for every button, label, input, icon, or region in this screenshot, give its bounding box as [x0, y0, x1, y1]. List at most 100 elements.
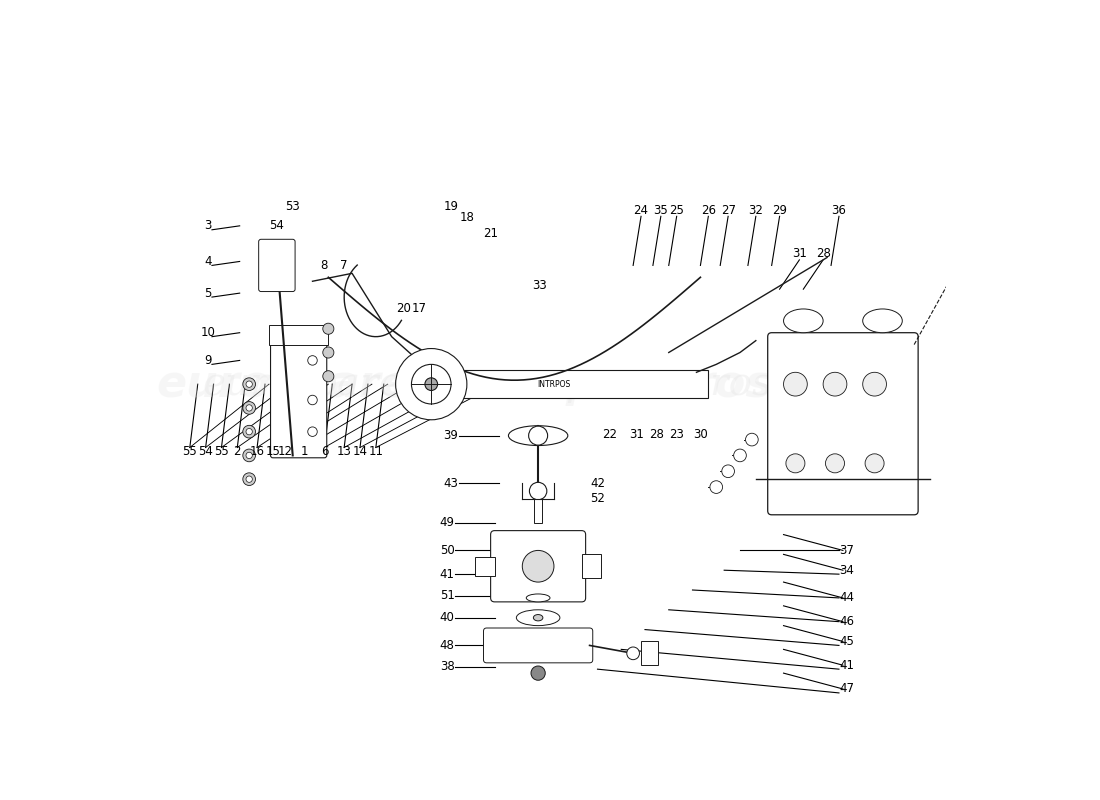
- Circle shape: [531, 666, 546, 680]
- Text: 11: 11: [368, 445, 383, 458]
- Text: 51: 51: [440, 589, 454, 602]
- FancyBboxPatch shape: [768, 333, 918, 514]
- Ellipse shape: [534, 614, 543, 621]
- Bar: [582, 554, 602, 578]
- Text: 20: 20: [396, 302, 411, 315]
- FancyBboxPatch shape: [271, 342, 327, 458]
- Text: 24: 24: [634, 203, 649, 217]
- Text: 26: 26: [701, 203, 716, 217]
- Text: 33: 33: [532, 278, 547, 292]
- Text: 30: 30: [693, 427, 707, 441]
- Circle shape: [246, 405, 252, 411]
- Circle shape: [308, 427, 317, 437]
- Circle shape: [529, 426, 548, 445]
- Circle shape: [322, 347, 334, 358]
- Text: 17: 17: [411, 302, 427, 315]
- Text: 23: 23: [669, 427, 684, 441]
- Text: 1: 1: [300, 445, 308, 458]
- Ellipse shape: [783, 309, 823, 333]
- Text: 7: 7: [340, 259, 348, 272]
- Ellipse shape: [862, 309, 902, 333]
- Text: 41: 41: [839, 658, 855, 672]
- Circle shape: [627, 647, 639, 660]
- Text: 52: 52: [590, 493, 605, 506]
- Text: 48: 48: [440, 639, 454, 652]
- Text: 5: 5: [205, 286, 211, 300]
- Circle shape: [246, 452, 252, 458]
- Circle shape: [825, 454, 845, 473]
- Circle shape: [322, 323, 334, 334]
- Text: 28: 28: [816, 247, 831, 260]
- Circle shape: [522, 550, 554, 582]
- Text: 31: 31: [629, 427, 645, 441]
- Text: 13: 13: [337, 445, 352, 458]
- Text: 19: 19: [443, 199, 459, 213]
- Text: 55: 55: [183, 445, 197, 458]
- Text: 27: 27: [720, 203, 736, 217]
- Text: 41: 41: [440, 568, 454, 581]
- FancyBboxPatch shape: [258, 239, 295, 291]
- Text: eurospares: eurospares: [662, 366, 881, 402]
- Ellipse shape: [508, 426, 568, 446]
- Text: 37: 37: [839, 544, 855, 557]
- Text: 44: 44: [839, 591, 855, 605]
- Text: 42: 42: [590, 477, 605, 490]
- Text: 46: 46: [839, 615, 855, 628]
- Text: 15: 15: [265, 445, 280, 458]
- Circle shape: [396, 349, 466, 420]
- Circle shape: [308, 356, 317, 365]
- Circle shape: [246, 381, 252, 387]
- Bar: [535, 499, 542, 522]
- Text: 16: 16: [250, 445, 265, 458]
- Text: 54: 54: [270, 219, 284, 232]
- Text: 47: 47: [839, 682, 855, 695]
- Circle shape: [243, 402, 255, 414]
- Circle shape: [322, 370, 334, 382]
- Text: eurospares: eurospares: [202, 366, 422, 402]
- Text: 38: 38: [440, 660, 454, 674]
- Text: 36: 36: [832, 203, 846, 217]
- Text: 28: 28: [649, 427, 664, 441]
- Text: 21: 21: [483, 227, 498, 240]
- Text: eurospares: eurospares: [425, 362, 706, 406]
- Ellipse shape: [516, 610, 560, 626]
- Text: 14: 14: [352, 445, 367, 458]
- FancyBboxPatch shape: [484, 628, 593, 663]
- Circle shape: [243, 378, 255, 390]
- Text: 39: 39: [443, 429, 459, 442]
- Ellipse shape: [529, 482, 547, 500]
- Text: 29: 29: [772, 203, 788, 217]
- Circle shape: [783, 372, 807, 396]
- Text: eurospares: eurospares: [631, 362, 912, 406]
- Circle shape: [243, 426, 255, 438]
- Circle shape: [823, 372, 847, 396]
- Text: 3: 3: [205, 219, 211, 232]
- Circle shape: [785, 454, 805, 473]
- Bar: [270, 325, 328, 345]
- FancyBboxPatch shape: [491, 530, 585, 602]
- Bar: [641, 642, 659, 666]
- Text: eurospares: eurospares: [456, 366, 675, 402]
- Text: 43: 43: [443, 477, 459, 490]
- Text: 6: 6: [320, 445, 328, 458]
- Text: 54: 54: [198, 445, 213, 458]
- Text: 10: 10: [200, 326, 216, 339]
- Circle shape: [243, 473, 255, 486]
- Text: 49: 49: [440, 516, 454, 530]
- Text: INTRPOS: INTRPOS: [537, 380, 571, 389]
- Text: 40: 40: [440, 611, 454, 624]
- Text: 34: 34: [839, 564, 855, 577]
- Text: 22: 22: [602, 427, 617, 441]
- Circle shape: [746, 434, 758, 446]
- Circle shape: [246, 476, 252, 482]
- Text: 8: 8: [321, 259, 328, 272]
- Circle shape: [865, 454, 884, 473]
- Ellipse shape: [526, 594, 550, 602]
- Text: 55: 55: [214, 445, 229, 458]
- Text: 9: 9: [205, 354, 212, 367]
- Circle shape: [734, 449, 746, 462]
- Circle shape: [722, 465, 735, 478]
- Circle shape: [243, 449, 255, 462]
- Text: 32: 32: [748, 203, 763, 217]
- Text: eurospares: eurospares: [156, 362, 438, 406]
